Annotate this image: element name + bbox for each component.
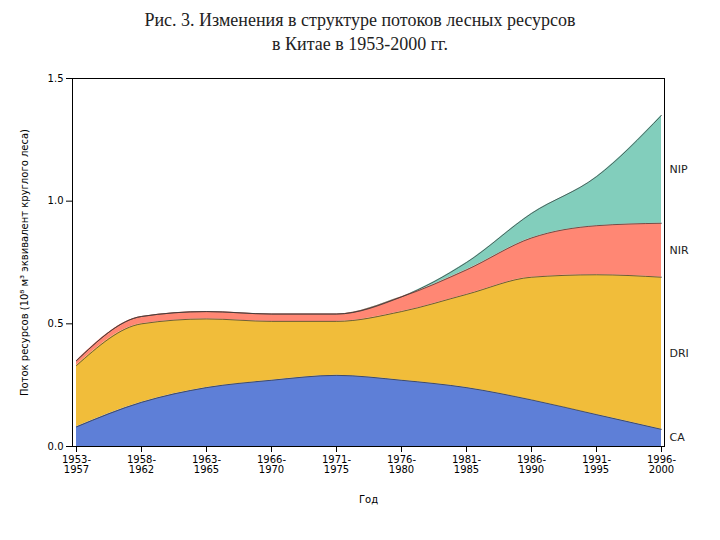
svg-text:1971-1975: 1971-1975: [322, 454, 351, 475]
svg-text:1.0: 1.0: [48, 195, 64, 206]
svg-text:1963-1965: 1963-1965: [192, 454, 221, 475]
svg-text:NIP: NIP: [670, 163, 688, 176]
svg-text:1953-1957: 1953-1957: [62, 454, 91, 475]
svg-text:1.5: 1.5: [48, 73, 64, 84]
svg-text:DRI: DRI: [670, 347, 689, 360]
svg-text:0.5: 0.5: [48, 318, 64, 329]
svg-text:1958-1962: 1958-1962: [127, 454, 156, 475]
svg-text:1976-1980: 1976-1980: [387, 454, 416, 475]
html-text:в Китае в 1953-2000 гг.: в Китае в 1953-2000 гг.: [272, 34, 448, 54]
svg-text:1981-1985: 1981-1985: [452, 454, 481, 475]
svg-text:NIR: NIR: [670, 244, 689, 257]
svg-text:1966-1970: 1966-1970: [257, 454, 286, 475]
html-text:Рис. 3. Изменения в структуре: Рис. 3. Изменения в структуре потоков ле…: [144, 10, 576, 30]
svg-text:Поток ресурсов (10⁸ м³ эквивал: Поток ресурсов (10⁸ м³ эквивалент кругло…: [19, 129, 30, 396]
svg-text:1986-1990: 1986-1990: [517, 454, 546, 475]
svg-text:1996-2000: 1996-2000: [647, 454, 676, 475]
svg-text:CA: CA: [670, 431, 686, 444]
svg-text:Год: Год: [359, 494, 378, 505]
svg-text:0.0: 0.0: [48, 441, 64, 452]
svg-text:1991-1995: 1991-1995: [582, 454, 611, 475]
